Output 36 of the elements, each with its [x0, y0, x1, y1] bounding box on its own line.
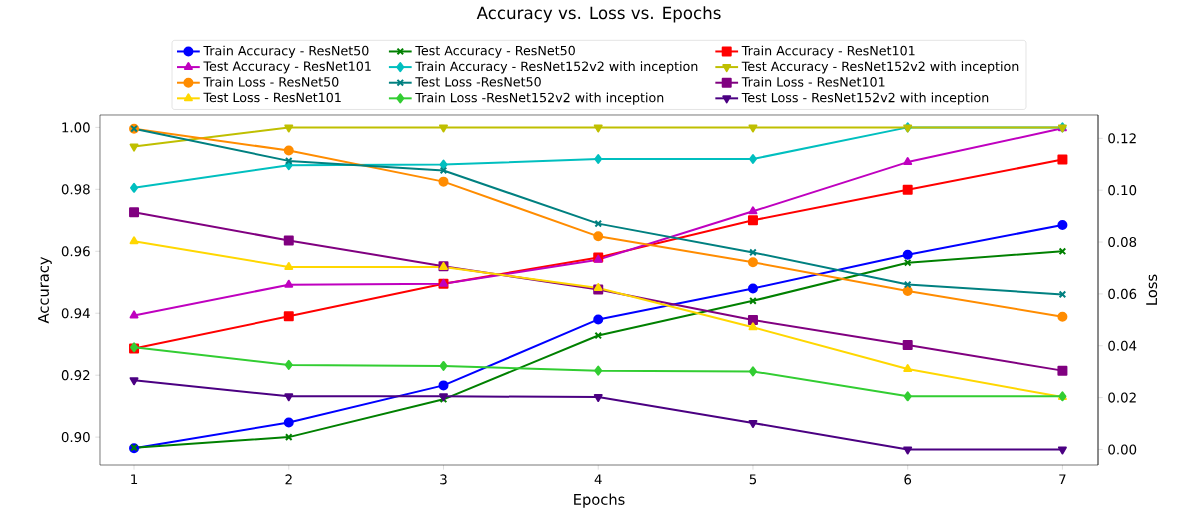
y-tick-label: 1.00 — [62, 122, 90, 133]
x-tick-label: 5 — [749, 474, 757, 485]
x-tick-label: 4 — [594, 474, 602, 485]
legend-label: Test Accuracy - ResNet152v2 with inception — [741, 61, 1019, 74]
legend-label: Train Accuracy - ResNet101 — [741, 45, 915, 58]
y-axis-title: Accuracy — [38, 256, 52, 324]
legend-label: Train Loss - ResNet50 — [203, 76, 339, 87]
legend-label: Train Accuracy - ResNet152v2 with inception — [415, 61, 698, 74]
y-tick-label: 0.94 — [61, 308, 90, 319]
legend-label: Test Loss -ResNet50 — [415, 77, 541, 87]
y2-tick-label: 0.00 — [1108, 444, 1137, 455]
y-tick-label: 0.96 — [61, 246, 90, 257]
x-axis-title: Epochs — [574, 493, 625, 508]
legend-label: Test Accuracy - ResNet101 — [203, 61, 371, 74]
legend-label: Test Loss - ResNet152v2 with inception — [741, 92, 989, 105]
y2-tick-label: 0.06 — [1108, 288, 1137, 299]
x-tick-label: 1 — [131, 474, 138, 485]
x-tick-label: 3 — [440, 474, 447, 485]
y-tick-label: 0.90 — [61, 432, 90, 443]
legend-label: Test Loss - ResNet101 — [203, 92, 341, 103]
x-tick-label: 6 — [904, 474, 912, 485]
y2-tick-label: 0.12 — [1108, 133, 1136, 144]
x-tick-label: 2 — [285, 474, 292, 485]
legend-label: Train Accuracy - ResNet50 — [203, 45, 369, 58]
y2-tick-label: 0.08 — [1108, 236, 1137, 248]
y2-tick-label: 0.04 — [1108, 340, 1137, 351]
x-tick-label: 7 — [1059, 474, 1066, 485]
legend-label: Test Accuracy - ResNet50 — [415, 45, 575, 58]
y-tick-label: 0.98 — [61, 184, 90, 195]
y2-tick-label: 0.10 — [1108, 185, 1137, 196]
chart-title: Accuracy vs. Loss vs. Epochs — [476, 6, 721, 23]
y2-axis-title: Loss — [1146, 274, 1158, 305]
y2-tick-label: 0.02 — [1108, 392, 1136, 403]
legend-label: Train Loss -ResNet152v2 with inception — [415, 92, 664, 105]
y-tick-label: 0.92 — [61, 370, 90, 381]
legend-label: Train Loss - ResNet101 — [741, 76, 885, 87]
